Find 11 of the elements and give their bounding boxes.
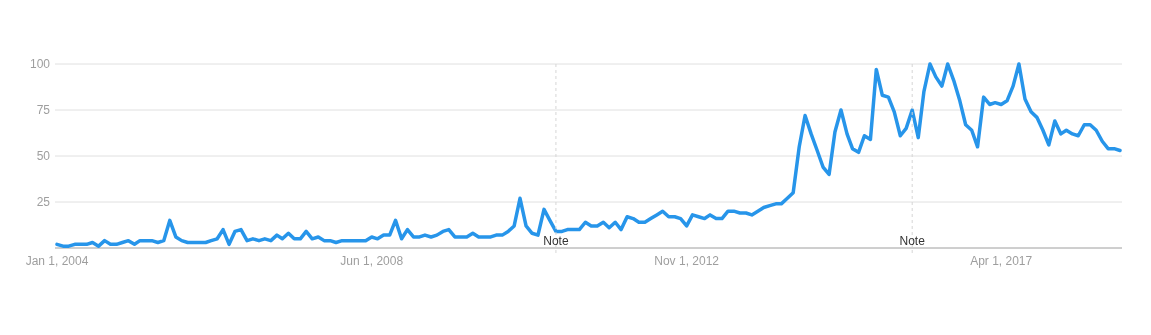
y-tick-label: 50 xyxy=(36,149,51,164)
x-tick-label: Nov 1, 2012 xyxy=(654,254,720,268)
y-tick-label: 25 xyxy=(36,195,51,210)
ref-line-label: Note xyxy=(543,234,569,248)
x-tick-label: Apr 1, 2017 xyxy=(970,254,1033,268)
y-tick-label: 75 xyxy=(36,103,51,118)
x-tick-label: Jun 1, 2008 xyxy=(340,254,404,268)
ref-line-label: Note xyxy=(899,234,926,248)
x-tick-label: Jan 1, 2004 xyxy=(25,254,89,268)
y-tick-label: 100 xyxy=(29,57,51,72)
line-series xyxy=(55,62,1122,248)
